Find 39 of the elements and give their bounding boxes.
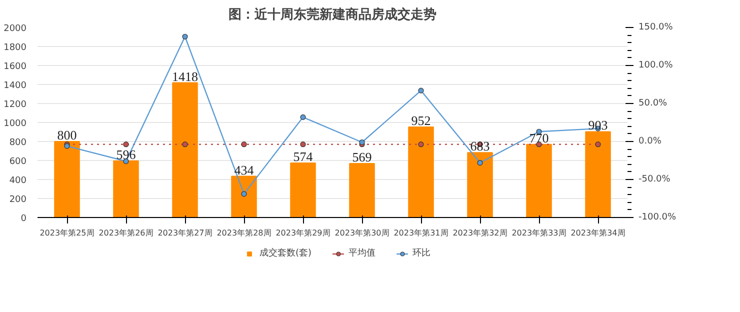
x-tick-label: 2023年第34周 (570, 228, 626, 238)
y-tick-label: 1400 (4, 81, 27, 91)
data-label: 952 (411, 113, 431, 128)
legend-label: 平均值 (348, 247, 376, 260)
y-tick-label: 2000 (4, 24, 27, 34)
data-label: 569 (352, 149, 372, 164)
data-label: 574 (293, 148, 314, 164)
y-tick-label: 600 (9, 157, 27, 167)
legend-label: 环比 (412, 247, 432, 260)
y2-tick-label: -100.0% (638, 212, 677, 222)
chart-title: 图：近十周东莞新建商品房成交走势 (228, 6, 436, 22)
data-label: 683 (470, 138, 490, 154)
x-tick-label: 2023年第31周 (394, 228, 448, 238)
y-tick-label: 1800 (4, 43, 27, 53)
x-tick-label: 2023年第33周 (512, 228, 566, 238)
y-tick-label: 400 (9, 176, 27, 186)
y-tick-label: 800 (9, 138, 27, 148)
y2-tick-label: -50.0% (638, 174, 671, 184)
y2-tick-label: 100.0% (638, 60, 674, 70)
y-tick-label: 1000 (4, 119, 27, 129)
legend-label: 成交套数(套) (259, 247, 312, 260)
x-tick-label: 2023年第28周 (216, 228, 272, 238)
data-label: 770 (529, 130, 549, 146)
x-tick-label: 2023年第29周 (276, 228, 330, 238)
y-tick-label: 0 (20, 214, 27, 224)
y-tick-label: 1200 (4, 100, 27, 110)
y2-tick-label: 0.0% (638, 136, 662, 146)
y2-tick-label: 50.0% (638, 98, 668, 108)
x-tick-label: 2023年第27周 (158, 228, 212, 238)
y-tick-label: 1600 (4, 62, 27, 72)
x-tick-label: 2023年第25周 (40, 228, 94, 238)
y-tick-label: 200 (9, 195, 27, 205)
y2-tick-label: 150.0% (638, 22, 674, 32)
x-tick-label: 2023年第30周 (334, 228, 390, 238)
data-label: 800 (57, 128, 77, 142)
data-label: 1418 (172, 68, 198, 84)
x-tick-label: 2023年第32周 (452, 228, 508, 238)
x-tick-label: 2023年第26周 (98, 228, 154, 238)
data-label: 434 (234, 162, 254, 178)
